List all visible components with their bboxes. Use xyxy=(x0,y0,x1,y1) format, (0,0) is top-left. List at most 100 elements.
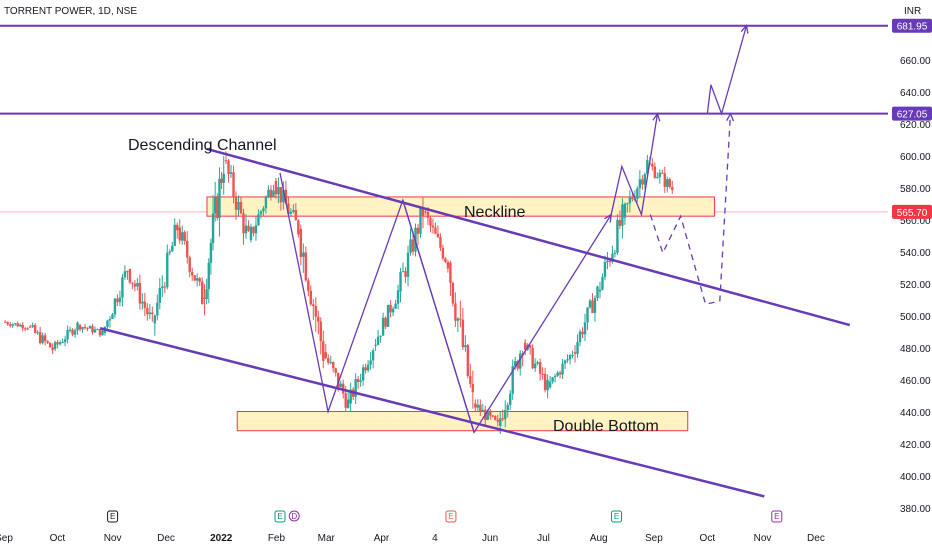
candle-body xyxy=(626,203,629,205)
candle-body xyxy=(193,275,196,281)
y-tick-label: 560.00 xyxy=(900,216,931,227)
candle-body xyxy=(73,330,77,335)
candle-body xyxy=(651,163,654,167)
x-tick-label: Dec xyxy=(157,533,175,544)
candle-body xyxy=(53,342,57,350)
neckline-label: Neckline xyxy=(464,204,525,221)
candle-body xyxy=(213,197,217,214)
candle-body xyxy=(658,172,661,178)
dashed-projection-arrowhead xyxy=(726,112,735,122)
candle-body xyxy=(244,225,248,234)
candle-body xyxy=(138,282,142,304)
candle-body xyxy=(381,317,385,336)
candle-body xyxy=(121,277,124,298)
candle-body xyxy=(309,290,312,305)
candle-body xyxy=(31,325,34,327)
event-letter: E xyxy=(774,512,779,521)
candle-body xyxy=(431,225,435,228)
candle-body xyxy=(376,336,380,345)
candle-body xyxy=(469,375,472,385)
candle-body xyxy=(98,329,102,336)
candle-body xyxy=(356,379,360,382)
candle-body xyxy=(158,288,162,303)
candle-body xyxy=(419,207,422,234)
candle-body xyxy=(518,353,522,369)
candle-body xyxy=(434,227,437,234)
candle-body xyxy=(494,416,497,420)
candle-body xyxy=(211,213,215,244)
candle-body xyxy=(249,226,253,241)
candle-body xyxy=(441,247,445,259)
y-tick-label: 660.00 xyxy=(900,56,931,67)
candle-body xyxy=(267,189,270,198)
candle-body xyxy=(181,232,184,241)
price-axis[interactable]: 380.00 400.00 420.00 440.00 460.00 480.00 500.… xyxy=(900,56,931,515)
x-tick-label: Feb xyxy=(268,533,286,544)
candle-body xyxy=(81,327,84,330)
candle-body xyxy=(314,306,317,317)
candle-body xyxy=(636,188,639,199)
candle-body xyxy=(486,410,489,420)
candle-body xyxy=(254,225,258,234)
candle-body xyxy=(299,228,303,257)
candle-body xyxy=(68,329,72,331)
candle-body xyxy=(186,240,189,258)
candle-body xyxy=(200,281,204,305)
candle-body xyxy=(509,393,512,405)
x-tick-label: Aug xyxy=(590,533,608,544)
candle-body xyxy=(327,358,330,363)
candle-body xyxy=(454,303,457,321)
y-tick-label: 480.00 xyxy=(900,344,931,355)
candle-body xyxy=(148,312,152,315)
candle-body xyxy=(141,301,144,304)
descending-channel-label: Descending Channel xyxy=(128,137,277,154)
current-price-badge-text: 565.70 xyxy=(897,208,928,219)
x-tick-label: Sep xyxy=(0,533,13,544)
candle-body xyxy=(257,214,260,226)
earnings-event-icon xyxy=(274,510,286,523)
candle-body xyxy=(118,297,122,303)
y-tick-label: 440.00 xyxy=(900,408,931,419)
x-tick-label: Apr xyxy=(374,533,390,544)
candle-body xyxy=(218,178,221,219)
candle-body xyxy=(334,368,337,373)
candle-body xyxy=(136,282,139,287)
x-tick-label: 4 xyxy=(432,533,438,544)
candle-body xyxy=(329,362,332,364)
candle-body xyxy=(6,322,9,325)
x-tick-label: Dec xyxy=(807,533,825,544)
candle-body xyxy=(404,271,407,277)
candle-body xyxy=(58,342,62,345)
x-tick-label: Nov xyxy=(104,533,122,544)
candle-body xyxy=(207,262,210,290)
time-axis[interactable]: Sep Oct Nov Dec 2022 Feb Mar Apr 4 Jun Jul Aug Sep Oc… xyxy=(0,533,825,544)
y-tick-label: 380.00 xyxy=(900,504,931,515)
y-tick-label: 640.00 xyxy=(900,88,931,99)
candle-body xyxy=(339,383,342,388)
projection-arrowhead xyxy=(740,24,749,34)
candle-body xyxy=(573,352,577,354)
candle-body xyxy=(371,350,375,361)
y-tick-label: 500.00 xyxy=(900,312,931,323)
candle-body xyxy=(302,252,305,257)
channel-line xyxy=(206,147,851,327)
candle-body xyxy=(19,324,22,327)
candle-body xyxy=(628,197,632,204)
candle-body xyxy=(71,329,74,335)
candle-body xyxy=(86,327,89,329)
candle-body xyxy=(252,226,255,234)
candle-body xyxy=(538,362,542,374)
candle-body xyxy=(374,344,377,346)
candle-body xyxy=(21,324,24,329)
candle-body xyxy=(459,318,462,320)
dividend-event-icon xyxy=(288,510,300,522)
y-tick-label: 460.00 xyxy=(900,376,931,387)
candle-body xyxy=(511,366,514,394)
candle-body xyxy=(108,319,112,321)
candle-body xyxy=(466,345,470,376)
candle-body xyxy=(671,186,674,191)
price-badges: 681.95 627.05 565.70 xyxy=(892,18,932,219)
candle-body xyxy=(289,211,293,214)
candle-body xyxy=(566,359,569,361)
